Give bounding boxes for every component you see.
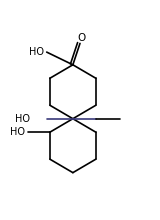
Text: HO: HO (28, 47, 44, 57)
Text: O: O (77, 33, 86, 43)
Text: HO: HO (15, 114, 30, 124)
Text: HO: HO (10, 127, 25, 137)
